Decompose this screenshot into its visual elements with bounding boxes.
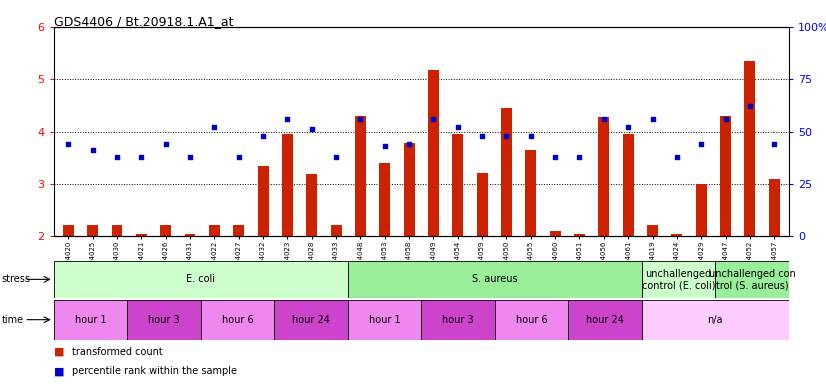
Text: hour 6: hour 6 — [221, 314, 254, 325]
Bar — [549, 231, 561, 236]
Bar — [282, 134, 293, 236]
Text: transformed count: transformed count — [72, 347, 163, 357]
Bar — [642, 261, 715, 298]
Bar — [501, 108, 512, 236]
Point — [86, 147, 99, 154]
Bar — [274, 300, 348, 340]
Text: ■: ■ — [54, 347, 68, 357]
Point — [670, 154, 683, 160]
Bar — [88, 225, 98, 236]
Bar — [63, 225, 74, 236]
Point — [548, 154, 562, 160]
Bar — [715, 261, 789, 298]
Point — [183, 154, 197, 160]
Bar — [209, 225, 220, 236]
Bar — [404, 143, 415, 236]
Bar — [54, 300, 127, 340]
Bar — [744, 61, 755, 236]
Bar — [525, 150, 536, 236]
Text: hour 1: hour 1 — [368, 314, 401, 325]
Point — [500, 132, 513, 139]
Bar — [647, 225, 658, 236]
Point — [135, 154, 148, 160]
Bar — [421, 300, 495, 340]
Text: S. aureus: S. aureus — [472, 274, 518, 285]
Bar — [695, 184, 707, 236]
Bar — [355, 116, 366, 236]
Point — [451, 124, 464, 131]
Text: stress: stress — [2, 274, 31, 285]
Point — [767, 141, 781, 147]
Bar — [598, 117, 610, 236]
Point — [305, 126, 318, 132]
Bar — [428, 70, 439, 236]
Point — [378, 143, 392, 149]
Point — [256, 132, 269, 139]
Point — [330, 154, 343, 160]
Text: hour 24: hour 24 — [586, 314, 624, 325]
Point — [621, 124, 634, 131]
Bar — [379, 163, 390, 236]
Point — [281, 116, 294, 122]
Bar — [112, 225, 122, 236]
Bar — [127, 300, 201, 340]
Bar — [135, 233, 147, 236]
Point — [111, 154, 124, 160]
Point — [62, 141, 75, 147]
Point — [476, 132, 489, 139]
Point — [743, 103, 757, 109]
Point — [719, 116, 732, 122]
Bar — [477, 174, 487, 236]
Point — [354, 116, 367, 122]
Point — [695, 141, 708, 147]
Point — [208, 124, 221, 131]
Bar — [495, 300, 568, 340]
Text: unchallenged con
trol (S. aureus): unchallenged con trol (S. aureus) — [709, 268, 795, 290]
Text: GDS4406 / Bt.20918.1.A1_at: GDS4406 / Bt.20918.1.A1_at — [54, 15, 233, 28]
Point — [646, 116, 659, 122]
Bar — [623, 134, 634, 236]
Text: ■: ■ — [54, 366, 68, 376]
Bar — [160, 225, 171, 236]
Bar — [258, 166, 268, 236]
Bar — [672, 233, 682, 236]
Point — [159, 141, 173, 147]
Text: percentile rank within the sample: percentile rank within the sample — [72, 366, 237, 376]
Text: hour 6: hour 6 — [515, 314, 548, 325]
Bar — [184, 233, 196, 236]
Point — [402, 141, 415, 147]
Point — [573, 154, 586, 160]
Point — [597, 116, 610, 122]
Bar — [201, 300, 274, 340]
Text: unchallenged
control (E. coli): unchallenged control (E. coli) — [642, 268, 715, 290]
Bar — [568, 300, 642, 340]
Bar — [574, 233, 585, 236]
Bar — [348, 261, 642, 298]
Point — [427, 116, 440, 122]
Text: n/a: n/a — [708, 314, 723, 325]
Text: hour 3: hour 3 — [442, 314, 474, 325]
Text: time: time — [2, 314, 24, 325]
Text: E. coli: E. coli — [186, 274, 216, 285]
Bar — [348, 300, 421, 340]
Bar — [233, 225, 244, 236]
Bar — [769, 179, 780, 236]
Bar — [642, 300, 789, 340]
Point — [232, 154, 245, 160]
Bar — [453, 134, 463, 236]
Text: hour 1: hour 1 — [74, 314, 107, 325]
Text: hour 3: hour 3 — [148, 314, 180, 325]
Bar — [720, 116, 731, 236]
Text: hour 24: hour 24 — [292, 314, 330, 325]
Point — [525, 132, 538, 139]
Bar — [330, 225, 341, 236]
Bar — [306, 174, 317, 236]
Bar — [54, 261, 348, 298]
